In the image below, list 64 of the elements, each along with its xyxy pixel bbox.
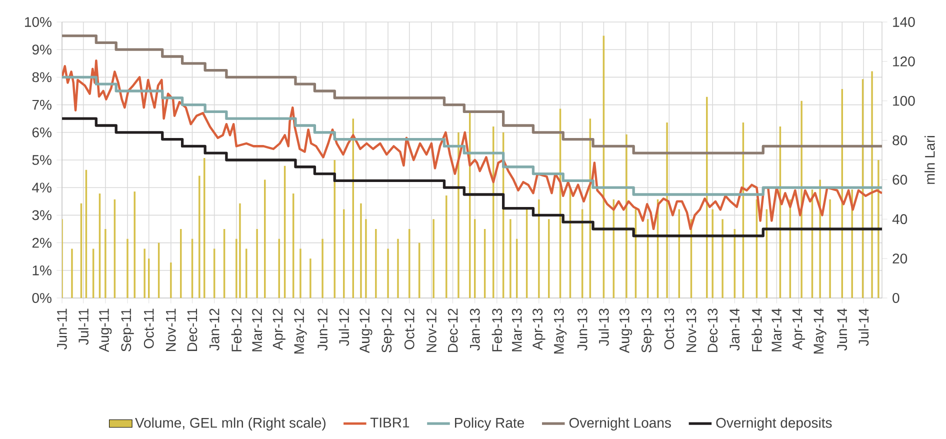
y2-tick-label: 80	[892, 135, 908, 146]
x-tick-label: Sep-12	[382, 308, 394, 353]
y2-tick-label: 0	[892, 293, 900, 303]
y2-tick-label: 120	[893, 56, 915, 66]
x-tick-label: Oct-11	[144, 308, 154, 348]
legend-label: Volume, GEL mln (Right scale)	[135, 417, 326, 431]
x-tick-label: Jul-11	[78, 308, 89, 345]
x-tick-label: Feb-12	[231, 308, 242, 352]
y2-tick-label: 40	[892, 214, 908, 224]
y-tick-label: 2%	[32, 238, 52, 248]
x-tick-label: Apr-14	[792, 308, 805, 350]
x-tick-label: Apr-13	[532, 308, 546, 350]
y2-tick-label: 100	[893, 96, 915, 106]
x-tick-label: Feb-14	[752, 308, 762, 352]
x-tick-label: Apr-12	[272, 308, 286, 350]
x-tick-label: Aug-13	[619, 308, 632, 354]
x-tick-label: Nov-13	[686, 308, 696, 352]
y-tick-label: 10%	[25, 17, 52, 27]
x-tick-label: Dec-13	[708, 308, 718, 352]
x-tick-label: Feb-13	[492, 308, 502, 352]
x-tick-label: Jan-14	[730, 308, 740, 351]
legend-label: TIBR1	[370, 418, 410, 428]
y2-axis-title: mln Lari	[924, 136, 935, 184]
x-tick-label: May-14	[814, 308, 826, 354]
x-tick-label: Dec-12	[448, 308, 458, 352]
x-tick-label: Sep-11	[121, 308, 134, 352]
x-tick-label: Jan-13	[470, 308, 480, 351]
x-tick-label: Aug-12	[360, 308, 372, 354]
y-tick-label: 4%	[32, 182, 52, 192]
x-tick-label: Oct-12	[404, 308, 414, 350]
y-tick-label: 7%	[32, 100, 52, 110]
x-tick-label: Mar-14	[772, 308, 782, 352]
legend-label: Policy Rate	[455, 417, 524, 431]
y-tick-label: 5%	[32, 155, 52, 165]
x-tick-label: Mar-12	[252, 308, 262, 352]
x-tick-label: Oct-13	[664, 308, 674, 350]
line-series	[62, 60, 882, 230]
x-tick-label: May-13	[554, 308, 567, 354]
x-tick-label: Jun-12	[318, 308, 328, 351]
x-tick-label: Jun-14	[837, 308, 848, 351]
x-tick-label: Jul-13	[598, 308, 609, 346]
x-tick-label: Nov-12	[426, 308, 436, 352]
y2-tick-label: 60	[892, 174, 908, 185]
x-tick-label: Jan-12	[209, 308, 220, 351]
x-tick-label: Aug-11	[99, 308, 112, 352]
x-tick-label: Dec-11	[187, 308, 198, 351]
x-tick-label: Jun-13	[577, 308, 588, 351]
x-tick-label: Jun-11	[57, 308, 67, 350]
x-tick-label: Nov-11	[166, 308, 176, 351]
y2-tick-label: 140	[893, 17, 915, 27]
legend-label: Overnight Loans	[569, 417, 671, 431]
legend-label: Overnight deposits	[716, 417, 832, 431]
y2-tick-label: 20	[892, 254, 908, 264]
y-tick-label: 1%	[32, 266, 52, 276]
y-tick-label: 6%	[32, 127, 52, 138]
y-tick-label: 8%	[32, 72, 52, 82]
x-tick-label: Mar-13	[512, 308, 522, 352]
x-tick-label: Sep-13	[641, 308, 654, 353]
x-tick-label: Jul-12	[338, 308, 350, 346]
y-tick-label: 3%	[32, 210, 52, 220]
x-tick-label: May-12	[294, 308, 307, 354]
x-tick-label: Jul-14	[858, 308, 869, 346]
y-tick-label: 0%	[32, 293, 52, 303]
y-tick-label: 9%	[32, 44, 52, 55]
